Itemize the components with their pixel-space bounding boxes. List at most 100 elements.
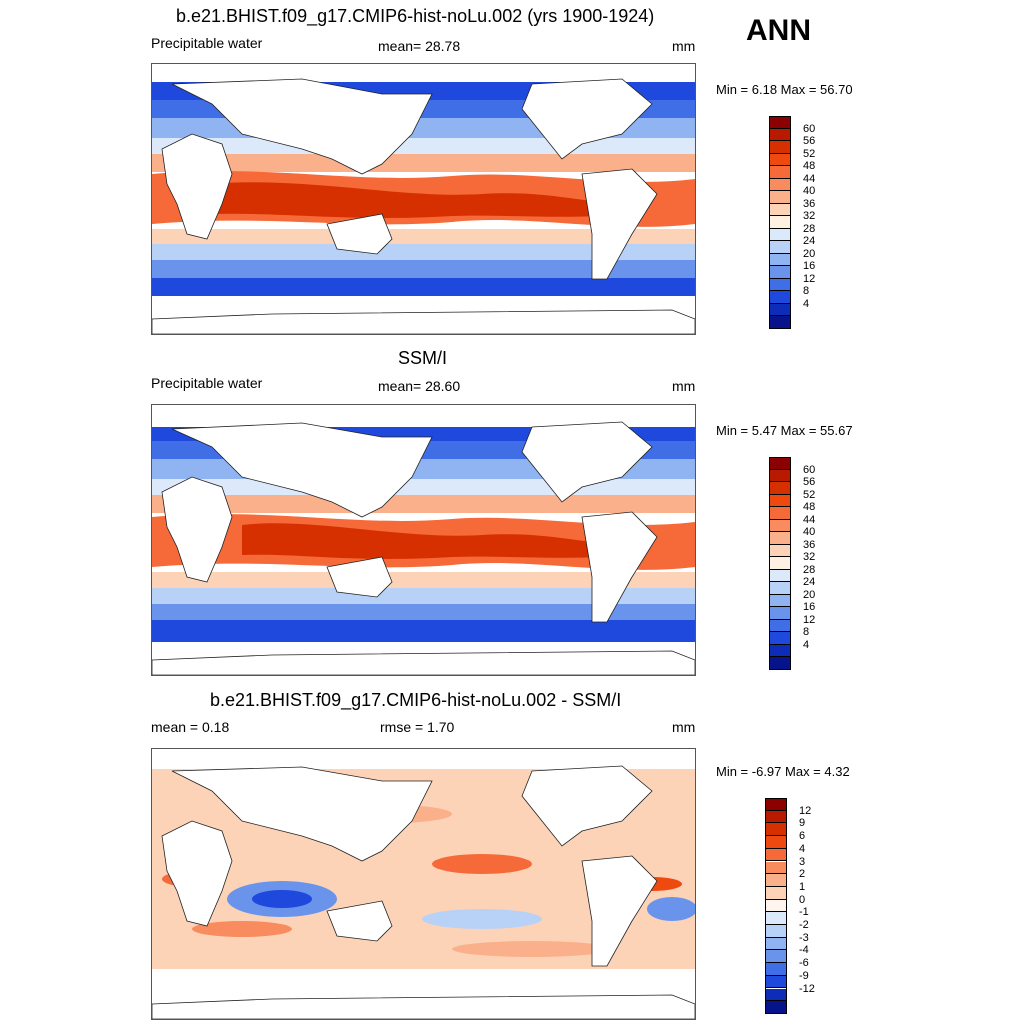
abs-colorbar-2-swatch [769,632,791,645]
panel-2-mean: mean= 28.60 [378,378,461,394]
diff-colorbar-tick-label: 6 [799,830,806,843]
abs-colorbar-1-swatch [769,253,791,266]
abs-colorbar-2-tick-label: 20 [803,588,816,601]
abs-colorbar-1-swatch [769,116,791,129]
panel-3-map [151,748,696,1020]
abs-colorbar-1-tick-label: 8 [803,285,810,297]
panel-2-minmax: Min = 5.47 Max = 55.67 [716,423,853,438]
abs-colorbar-2-tick-label: 36 [803,538,816,551]
abs-colorbar-2-swatch [769,569,791,582]
abs-colorbar-1-tick-label: 48 [803,160,816,172]
diff-colorbar-tick-label: 3 [799,855,806,868]
abs-colorbar-1-tick-label: 44 [803,172,816,185]
abs-colorbar-2-tick-label: 24 [803,576,816,588]
diff-colorbar-tick-label: -9 [799,969,809,982]
abs-colorbar-2-swatch [769,594,791,607]
panel-3-rmse: rmse = 1.70 [380,719,455,735]
panel-1-title: b.e21.BHIST.f09_g17.CMIP6-hist-noLu.002 … [176,6,655,26]
diff-colorbar-swatch [765,925,787,938]
diff-colorbar-tick-label: -1 [799,906,809,919]
panel-1-variable-label: Precipitable water [151,35,263,51]
abs-colorbar-1-tick-label: 20 [803,247,816,260]
diff-colorbar-tick-label: 1 [799,880,806,893]
panel-2-map [151,404,696,676]
diff-colorbar-swatch [765,950,787,964]
diff-colorbar-swatch [765,899,787,913]
abs-colorbar-2-swatch [769,494,791,507]
diff-colorbar-swatch [765,975,787,989]
abs-colorbar-1-tick-label: 28 [803,222,816,235]
diff-colorbar-tick-label: -6 [799,957,809,970]
abs-colorbar-2-tick-label: 12 [803,613,816,626]
abs-colorbar-2-tick-label: 8 [803,626,810,638]
abs-colorbar-1-swatch [769,303,791,316]
diff-colorbar-swatch [765,823,787,837]
abs-colorbar-1-tick-label: 32 [803,210,816,222]
abs-colorbar-2-frame [769,457,791,670]
abs-colorbar-1-swatch [769,291,791,304]
abs-colorbar-1-swatch [769,166,791,179]
diff-colorbar-tick-label: 0 [799,893,806,906]
diff-colorbar-swatch [765,963,787,976]
abs-colorbar-2-swatch [769,619,791,632]
diff-colorbar-tick-label: -3 [799,931,809,944]
abs-colorbar-2-swatch [769,457,791,470]
diff-colorbar-swatch [765,912,787,925]
panel-1-mean: mean= 28.78 [378,38,461,54]
panel-1-map [151,63,696,335]
panel-3-title: b.e21.BHIST.f09_g17.CMIP6-hist-noLu.002 … [210,690,622,710]
abs-colorbar-1-tick-label: 16 [803,260,816,272]
abs-colorbar-1-tick-label: 60 [803,122,816,135]
panel-1-minmax: Min = 6.18 Max = 56.70 [716,82,853,97]
abs-colorbar-2-tick-label: 28 [803,563,816,576]
abs-colorbar-1-swatch [769,178,791,191]
abs-colorbar-2-swatch [769,482,791,495]
diff-colorbar-tick-label: -4 [799,944,809,957]
abs-colorbar-1-tick-label: 56 [803,135,816,147]
abs-colorbar-2-tick-label: 40 [803,526,816,538]
diff-colorbar-swatch [765,988,787,1002]
abs-colorbar-2-swatch [769,469,791,482]
panel-3-mean: mean = 0.18 [151,719,230,735]
diff-colorbar-swatch [765,848,787,862]
abs-colorbar-1-swatch [769,203,791,216]
abs-colorbar-1-tick-label: 52 [803,147,816,160]
diff-colorbar-tick-label: -2 [799,919,809,931]
diff-colorbar-frame [765,798,787,1014]
abs-colorbar-2-tick-label: 16 [803,601,816,613]
abs-colorbar-2-swatch [769,607,791,620]
diff-colorbar-swatch [765,861,787,875]
abs-colorbar-1-tick-label: 12 [803,272,816,285]
abs-colorbar-2-tick-label: 4 [803,638,810,651]
diff-colorbar-swatch [765,874,787,887]
diff-colorbar-tick-label: 12 [799,804,812,817]
abs-colorbar-1-swatch [769,191,791,204]
diff-colorbar-swatch [765,886,787,900]
abs-colorbar-1-tick-label: 40 [803,185,816,197]
abs-colorbar-2-swatch [769,507,791,520]
abs-colorbar-2-swatch [769,644,791,657]
abs-colorbar-1-tick-label: 36 [803,197,816,210]
abs-colorbar-1-swatch [769,228,791,241]
abs-colorbar-2-tick-label: 32 [803,551,816,563]
abs-colorbar-2-tick-label: 48 [803,501,816,513]
abs-colorbar-2-swatch [769,582,791,595]
season-label: ANN [746,14,811,47]
diff-colorbar-swatch [765,937,787,951]
abs-colorbar-2-swatch [769,519,791,532]
abs-colorbar-2-swatch [769,532,791,545]
diff-colorbar-tick-label: 4 [799,842,806,855]
panel-1-units: mm [672,38,696,54]
abs-colorbar-2-swatch [769,544,791,557]
abs-colorbar-1-frame [769,116,791,329]
abs-colorbar-2-tick-label: 44 [803,513,816,526]
diff-colorbar-swatch [765,810,787,824]
panel-3-units: mm [672,719,696,735]
diff-colorbar-tick-label: 2 [799,868,806,881]
diff-colorbar-tick-label: -12 [799,982,815,995]
panel-2-title: SSM/I [398,348,448,368]
abs-colorbar-1-swatch [769,141,791,154]
abs-colorbar-2-tick-label: 60 [803,463,816,476]
panel-2-units: mm [672,378,696,394]
abs-colorbar-1-swatch [769,241,791,254]
